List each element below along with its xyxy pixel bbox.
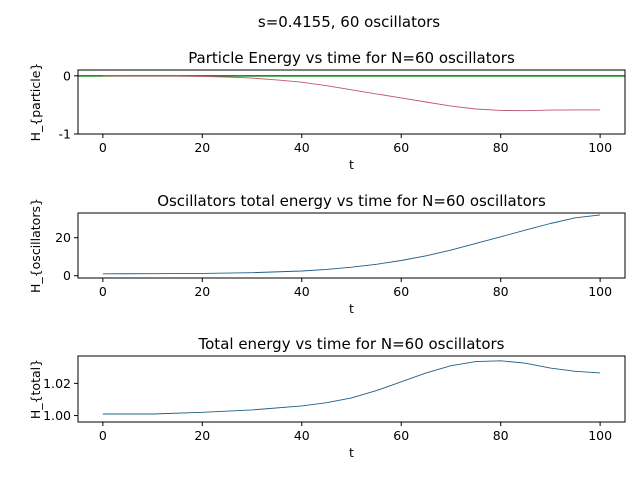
x-tick-label: 40 (294, 428, 310, 443)
subplot-2: Oscillators total energy vs time for N=6… (28, 192, 626, 316)
x-tick-label: 40 (294, 284, 310, 299)
y-tick-label: -1 (59, 127, 71, 142)
y-tick-label: 0 (63, 68, 71, 83)
series-line-1 (102, 75, 601, 112)
figure-suptitle: s=0.4155, 60 oscillators (258, 13, 440, 31)
x-axis-label: t (349, 445, 354, 460)
subplot-3: Total energy vs time for N=60 oscillator… (28, 335, 626, 460)
axes-frame (77, 69, 626, 135)
x-tick-label: 0 (99, 284, 107, 299)
x-tick-label: 0 (99, 428, 107, 443)
x-tick-label: 20 (194, 140, 210, 155)
subplot-title: Particle Energy vs time for N=60 oscilla… (188, 49, 515, 67)
x-tick-label: 100 (588, 140, 612, 155)
subplot-title: Total energy vs time for N=60 oscillator… (198, 335, 505, 353)
series-line-1 (102, 360, 601, 415)
x-axis-label: t (349, 157, 354, 172)
y-tick-label: 0 (63, 268, 71, 283)
subplot-1: Particle Energy vs time for N=60 oscilla… (28, 49, 626, 172)
x-tick-label: 60 (393, 428, 409, 443)
x-axis-label: t (349, 301, 354, 316)
series-line-1 (102, 214, 601, 275)
x-tick-label: 0 (99, 140, 107, 155)
x-tick-label: 60 (393, 284, 409, 299)
x-tick-label: 100 (588, 284, 612, 299)
subplot-title: Oscillators total energy vs time for N=6… (157, 192, 546, 210)
x-tick-label: 80 (493, 284, 509, 299)
y-tick-label: 1.00 (43, 408, 71, 423)
y-axis-label: H_{particle} (28, 63, 43, 142)
y-axis-label: H_{oscillators} (28, 198, 43, 293)
x-tick-label: 100 (588, 428, 612, 443)
subplots: Particle Energy vs time for N=60 oscilla… (28, 49, 626, 460)
x-tick-label: 60 (393, 140, 409, 155)
axes-frame (77, 212, 626, 279)
x-tick-label: 40 (294, 140, 310, 155)
axes-frame (77, 355, 626, 423)
y-axis-label: H_{total} (28, 359, 43, 419)
x-tick-label: 80 (493, 140, 509, 155)
x-tick-label: 20 (194, 428, 210, 443)
x-tick-label: 80 (493, 428, 509, 443)
y-tick-label: 1.02 (43, 376, 71, 391)
y-tick-label: 20 (55, 230, 71, 245)
x-tick-label: 20 (194, 284, 210, 299)
